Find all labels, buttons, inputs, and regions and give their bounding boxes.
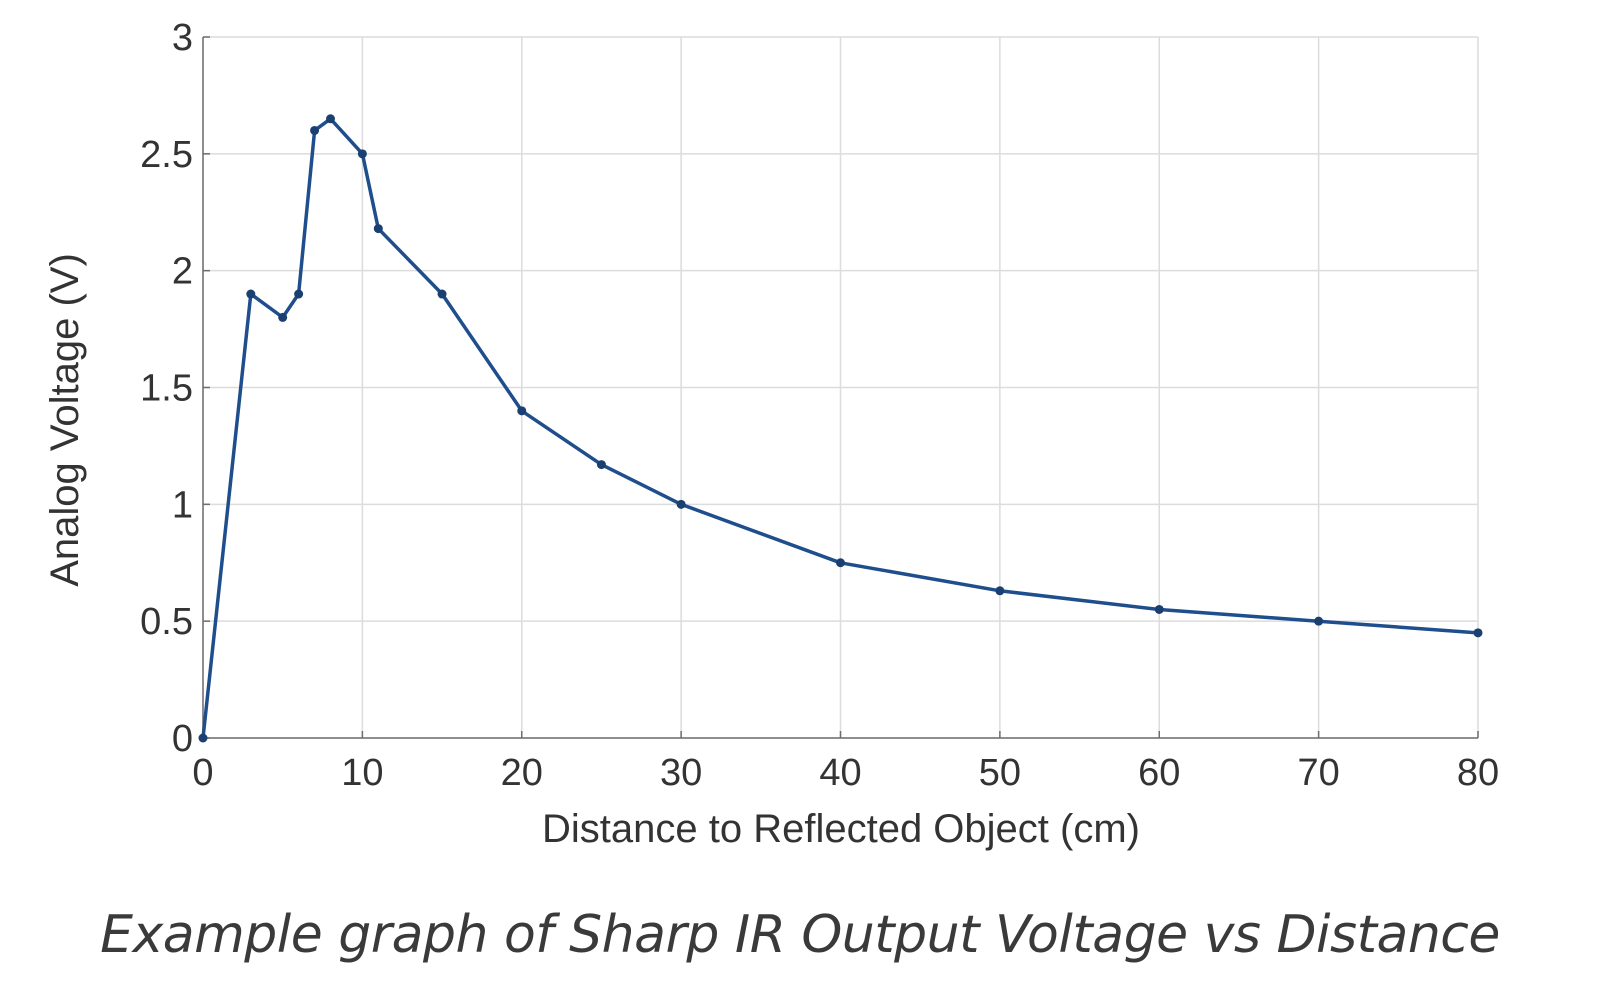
data-point (836, 558, 845, 568)
data-point (995, 586, 1005, 596)
x-tick-label: 10 (341, 752, 383, 794)
grid (202, 36, 1479, 739)
x-tick-label: 60 (1138, 752, 1180, 794)
data-point (437, 289, 447, 299)
data-point (246, 289, 256, 299)
line-chart: 0 10 20 30 40 50 60 70 80 0 0.5 1 1.5 2 2.5 3 Distance … (43, 17, 1499, 851)
figure-caption: Example graph of Sharp IR Output Voltage… (100, 905, 1500, 965)
data-point (198, 733, 208, 743)
y-tick-label: 1.5 (140, 368, 193, 410)
data-point (596, 460, 606, 470)
y-axis-title: Analog Voltage (V) (43, 253, 87, 587)
x-tick-label: 50 (979, 752, 1021, 794)
data-point (326, 114, 335, 124)
data-point (1314, 616, 1324, 626)
data-point (373, 224, 383, 234)
series (198, 114, 1483, 743)
y-tick-label: 0 (172, 718, 193, 760)
data-point (517, 406, 527, 416)
plot-frame (202, 36, 1479, 739)
data-point (310, 125, 320, 135)
data-point (1154, 604, 1164, 614)
x-tick-label: 20 (501, 752, 543, 794)
y-tick-label: 3 (172, 17, 193, 59)
x-tick-label: 30 (660, 752, 702, 794)
data-point (357, 149, 367, 159)
y-tick-label: 0.5 (140, 601, 193, 643)
y-tick-label: 2 (172, 251, 193, 293)
data-point (294, 289, 304, 299)
x-tick-label: 0 (192, 752, 213, 794)
data-point (278, 312, 288, 322)
x-axis-title: Distance to Reflected Object (cm) (542, 807, 1140, 851)
y-tick-label: 1 (172, 484, 193, 526)
data-point (676, 499, 686, 509)
x-tick-label: 70 (1297, 752, 1339, 794)
x-tick-label: 40 (819, 752, 861, 794)
tick-labels: 0 10 20 30 40 50 60 70 80 0 0.5 1 1.5 2 2.5 3 (140, 17, 1499, 794)
y-tick-label: 2.5 (140, 134, 193, 176)
data-point (1473, 628, 1483, 638)
x-tick-label: 80 (1457, 752, 1499, 794)
